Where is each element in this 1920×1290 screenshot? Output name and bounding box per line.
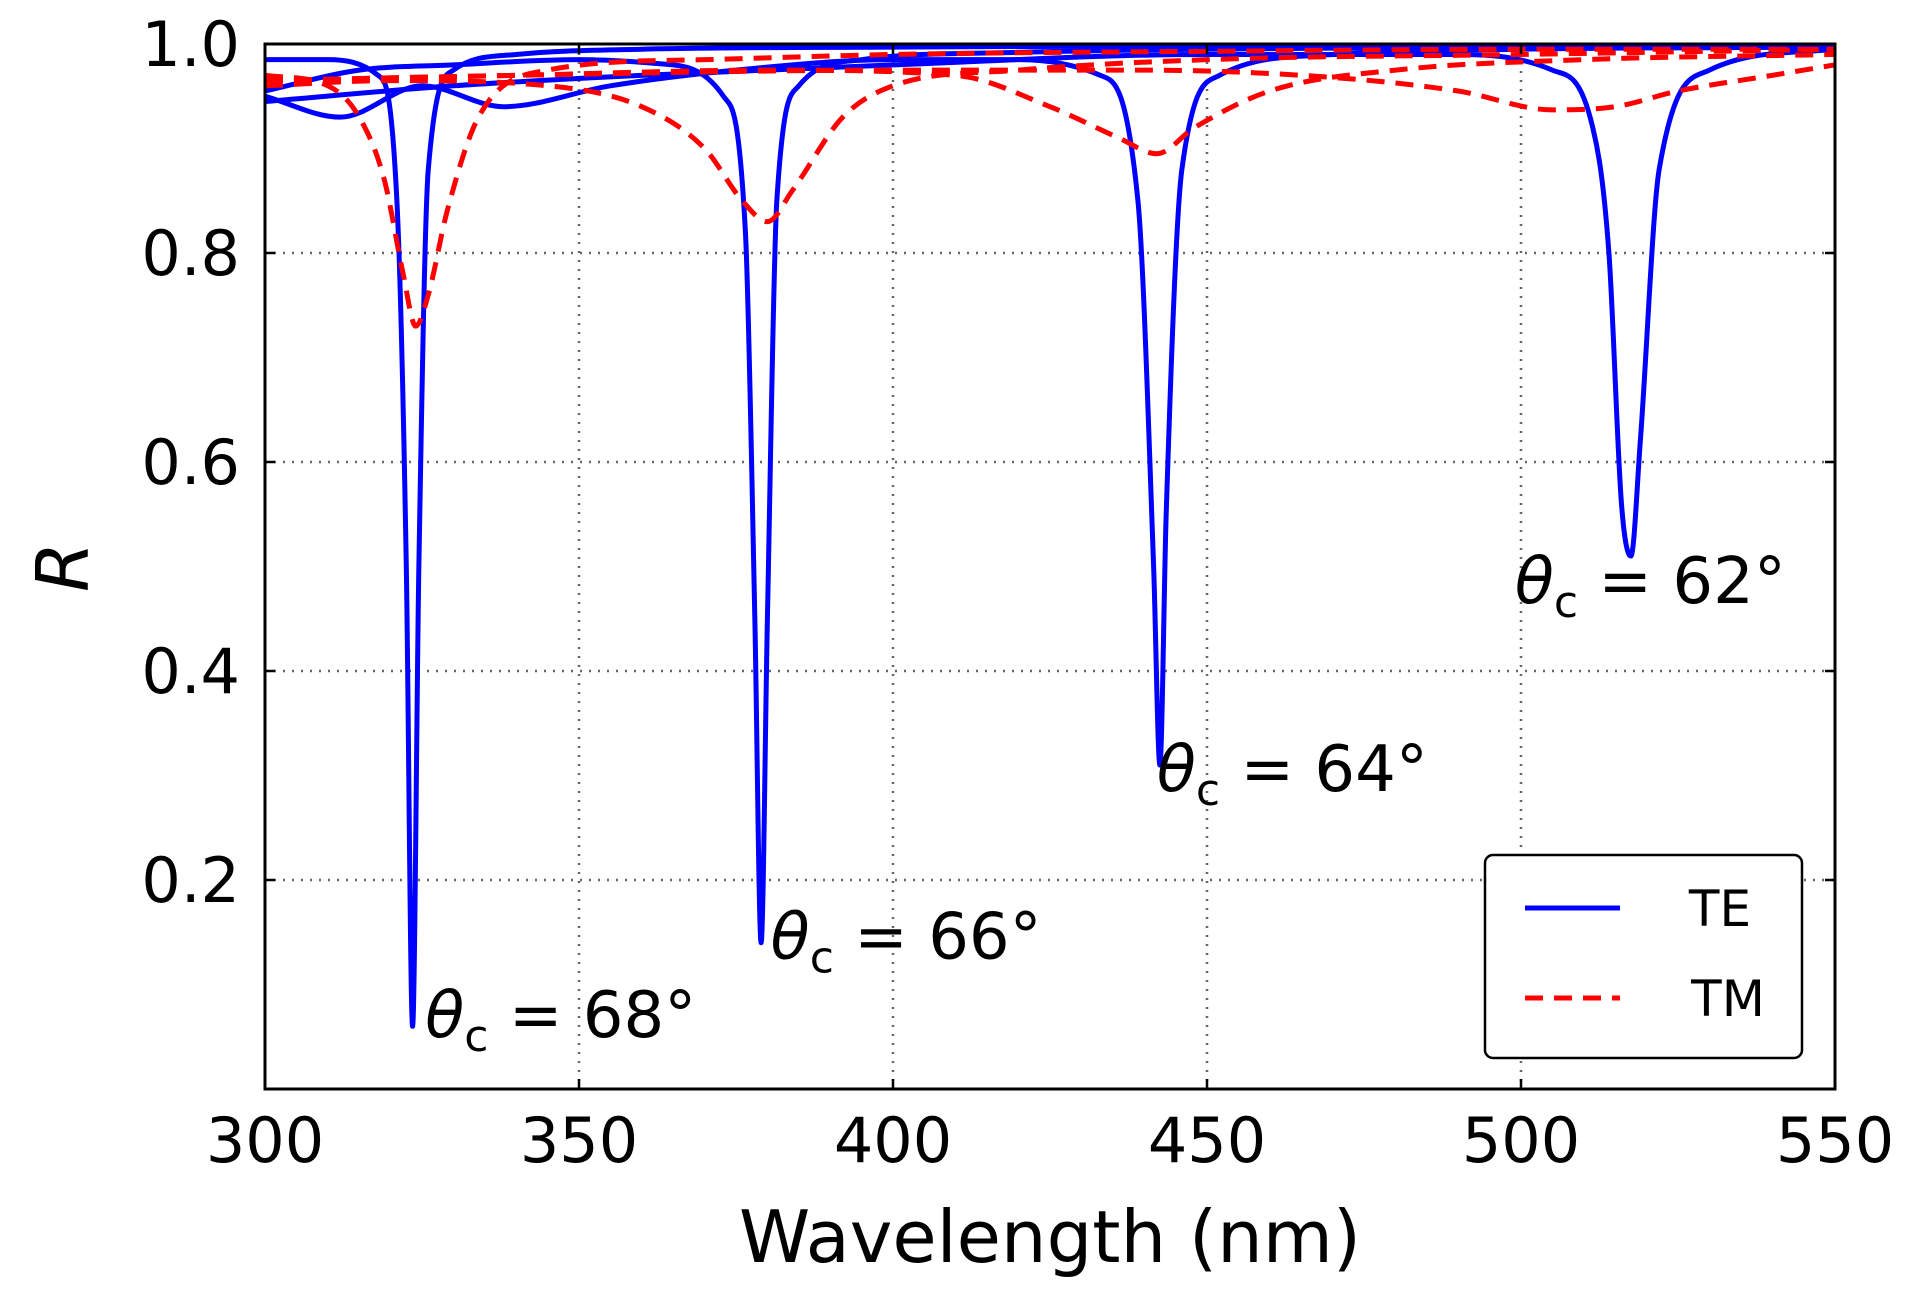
axis-ticks: 300 350 400 450 500 550 0.2 0.4 0.6 0.8 1.0 [141,8,1894,1177]
series-line-tm-62deg [265,62,1835,113]
y-tick-label: 1.0 [141,8,240,81]
x-tick-label: 300 [206,1104,324,1177]
legend-tm-label: TM [1690,970,1765,1028]
series-line-te-66deg [265,44,1835,946]
legend-te-label: TE [1688,880,1751,938]
series-line-tm-68deg [265,46,1835,329]
x-tick-label: 550 [1776,1104,1894,1177]
grid [265,44,1835,1089]
series-group [265,44,1835,1029]
y-tick-label: 0.4 [141,635,240,708]
x-tick-label: 400 [834,1104,952,1177]
annotation-theta-c: θc = 68° [425,979,696,1062]
plot-frame [263,42,1837,1091]
x-tick-label: 450 [1148,1104,1266,1177]
annotations: θc = 68° θc = 66° θc = 64° θc = 62° [425,545,1786,1062]
series-line-te-64deg [265,44,1835,768]
legend: TE TM [1483,853,1804,1060]
x-tick-label: 500 [1462,1104,1580,1177]
y-axis-label: R [21,542,105,592]
x-tick-label: 350 [520,1104,638,1177]
annotation-theta-c: θc = 62° [1515,545,1786,628]
x-axis-label: Wavelength (nm) [739,1195,1361,1279]
annotation-theta-c: θc = 66° [771,900,1042,983]
series-line-tm-66deg [265,46,1835,225]
annotation-theta-c: θc = 64° [1157,733,1428,816]
y-tick-label: 0.2 [141,844,240,917]
y-tick-label: 0.6 [141,426,240,499]
series-line-te-62deg [265,46,1835,559]
y-tick-label: 0.8 [141,217,240,290]
